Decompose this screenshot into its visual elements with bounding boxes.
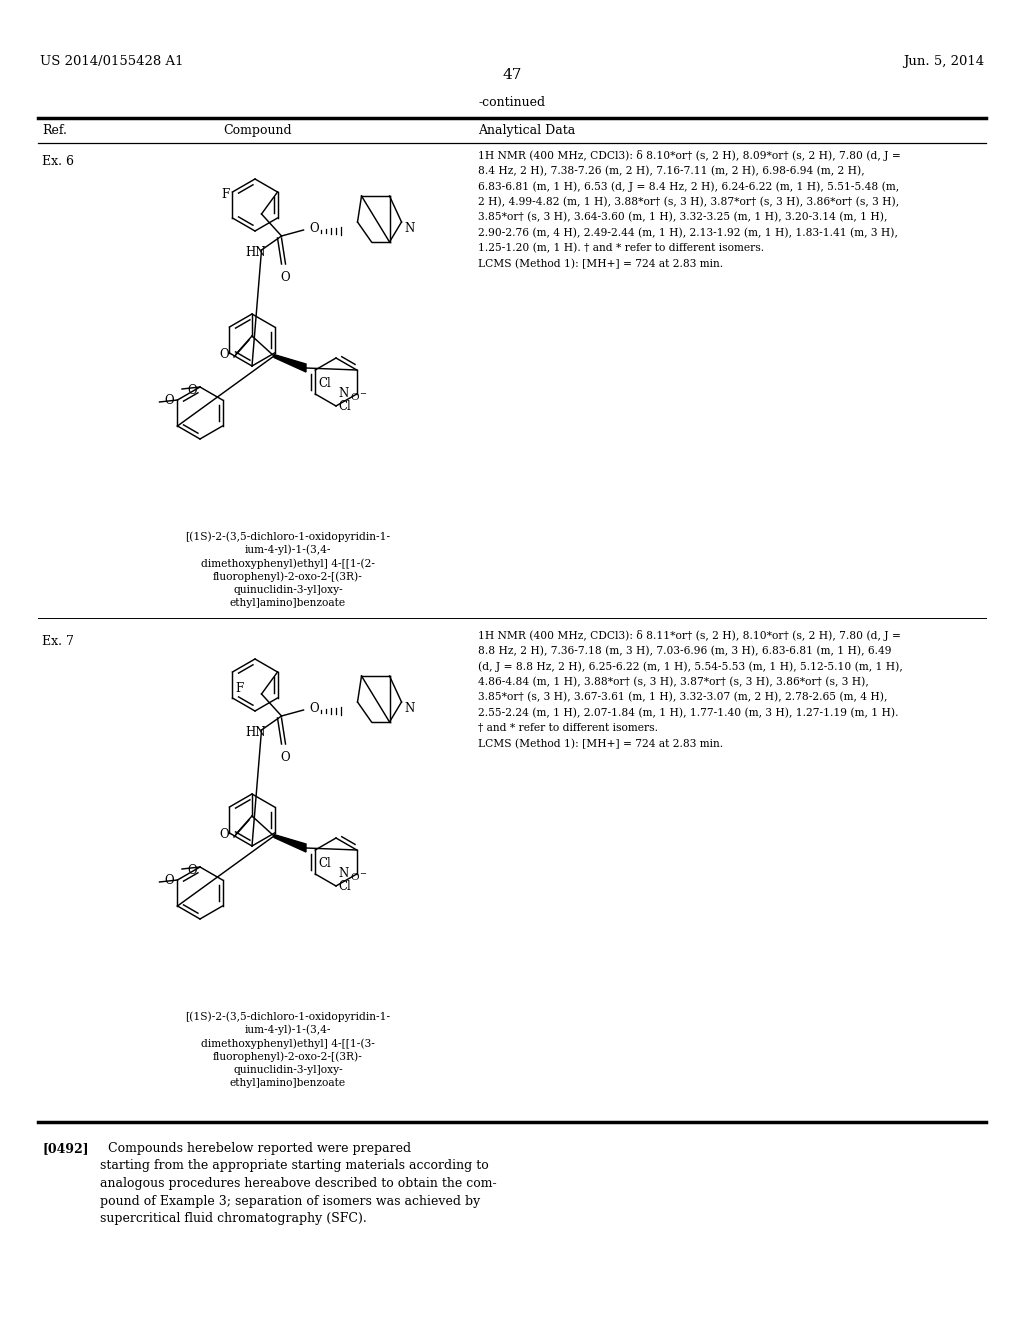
Text: 8.4 Hz, 2 H), 7.38-7.26 (m, 2 H), 7.16-7.11 (m, 2 H), 6.98-6.94 (m, 2 H),: 8.4 Hz, 2 H), 7.38-7.26 (m, 2 H), 7.16-7… <box>478 165 864 176</box>
Text: 3.85*or† (s, 3 H), 3.64-3.60 (m, 1 H), 3.32-3.25 (m, 1 H), 3.20-3.14 (m, 1 H),: 3.85*or† (s, 3 H), 3.64-3.60 (m, 1 H), 3… <box>478 213 888 222</box>
Text: (d, J = 8.8 Hz, 2 H), 6.25-6.22 (m, 1 H), 5.54-5.53 (m, 1 H), 5.12-5.10 (m, 1 H): (d, J = 8.8 Hz, 2 H), 6.25-6.22 (m, 1 H)… <box>478 661 903 672</box>
Text: O: O <box>219 829 229 842</box>
Text: Ex. 6: Ex. 6 <box>42 154 74 168</box>
Text: O: O <box>309 702 319 715</box>
Text: Compound: Compound <box>223 124 292 137</box>
Text: 1H NMR (400 MHz, CDCl3): δ 8.11*or† (s, 2 H), 8.10*or† (s, 2 H), 7.80 (d, J =: 1H NMR (400 MHz, CDCl3): δ 8.11*or† (s, … <box>478 630 901 642</box>
Text: 2 H), 4.99-4.82 (m, 1 H), 3.88*or† (s, 3 H), 3.87*or† (s, 3 H), 3.86*or† (s, 3 H: 2 H), 4.99-4.82 (m, 1 H), 3.88*or† (s, 3… <box>478 197 899 207</box>
Text: Cl: Cl <box>338 880 351 894</box>
Text: −: − <box>359 389 366 399</box>
Text: [(1S)-2-(3,5-dichloro-1-oxidopyridin-1-
ium-4-yl)-1-(3,4-
dimethoxyphenyl)ethyl]: [(1S)-2-(3,5-dichloro-1-oxidopyridin-1- … <box>185 1011 390 1088</box>
Text: Analytical Data: Analytical Data <box>478 124 575 137</box>
Text: US 2014/0155428 A1: US 2014/0155428 A1 <box>40 55 183 69</box>
Text: 2.55-2.24 (m, 1 H), 2.07-1.84 (m, 1 H), 1.77-1.40 (m, 3 H), 1.27-1.19 (m, 1 H).: 2.55-2.24 (m, 1 H), 2.07-1.84 (m, 1 H), … <box>478 708 898 718</box>
Text: O: O <box>350 393 358 403</box>
Text: O: O <box>281 751 291 764</box>
Text: 4.86-4.84 (m, 1 H), 3.88*or† (s, 3 H), 3.87*or† (s, 3 H), 3.86*or† (s, 3 H),: 4.86-4.84 (m, 1 H), 3.88*or† (s, 3 H), 3… <box>478 676 868 686</box>
Text: 1H NMR (400 MHz, CDCl3): δ 8.10*or† (s, 2 H), 8.09*or† (s, 2 H), 7.80 (d, J =: 1H NMR (400 MHz, CDCl3): δ 8.10*or† (s, … <box>478 150 901 161</box>
Polygon shape <box>274 834 306 851</box>
Text: O: O <box>281 271 291 284</box>
Text: 3.85*or† (s, 3 H), 3.67-3.61 (m, 1 H), 3.32-3.07 (m, 2 H), 2.78-2.65 (m, 4 H),: 3.85*or† (s, 3 H), 3.67-3.61 (m, 1 H), 3… <box>478 692 888 702</box>
Text: Compounds herebelow reported were prepared
starting from the appropriate startin: Compounds herebelow reported were prepar… <box>100 1142 497 1225</box>
Text: Cl: Cl <box>338 400 351 413</box>
Text: O: O <box>219 348 229 362</box>
Text: Ref.: Ref. <box>42 124 67 137</box>
Text: F: F <box>236 682 244 696</box>
Text: Cl: Cl <box>318 378 331 389</box>
Text: 8.8 Hz, 2 H), 7.36-7.18 (m, 3 H), 7.03-6.96 (m, 3 H), 6.83-6.81 (m, 1 H), 6.49: 8.8 Hz, 2 H), 7.36-7.18 (m, 3 H), 7.03-6… <box>478 645 892 656</box>
Text: Ex. 7: Ex. 7 <box>42 635 74 648</box>
Text: [(1S)-2-(3,5-dichloro-1-oxidopyridin-1-
ium-4-yl)-1-(3,4-
dimethoxyphenyl)ethyl]: [(1S)-2-(3,5-dichloro-1-oxidopyridin-1- … <box>185 531 390 609</box>
Text: N: N <box>338 387 348 400</box>
Text: O: O <box>165 395 174 408</box>
Text: † and * refer to different isomers.: † and * refer to different isomers. <box>478 723 658 733</box>
Polygon shape <box>274 355 306 372</box>
Text: LCMS (Method 1): [MH+] = 724 at 2.83 min.: LCMS (Method 1): [MH+] = 724 at 2.83 min… <box>478 259 723 269</box>
Text: Cl: Cl <box>318 857 331 870</box>
Text: 47: 47 <box>503 69 521 82</box>
Text: O: O <box>309 223 319 235</box>
Text: N: N <box>404 222 415 235</box>
Text: -continued: -continued <box>478 96 546 110</box>
Text: HN: HN <box>246 726 266 739</box>
Text: 1.25-1.20 (m, 1 H). † and * refer to different isomers.: 1.25-1.20 (m, 1 H). † and * refer to dif… <box>478 243 764 253</box>
Text: [0492]: [0492] <box>42 1142 89 1155</box>
Text: HN: HN <box>246 247 266 260</box>
Text: 6.83-6.81 (m, 1 H), 6.53 (d, J = 8.4 Hz, 2 H), 6.24-6.22 (m, 1 H), 5.51-5.48 (m,: 6.83-6.81 (m, 1 H), 6.53 (d, J = 8.4 Hz,… <box>478 181 899 191</box>
Text: LCMS (Method 1): [MH+] = 724 at 2.83 min.: LCMS (Method 1): [MH+] = 724 at 2.83 min… <box>478 738 723 748</box>
Text: 2.90-2.76 (m, 4 H), 2.49-2.44 (m, 1 H), 2.13-1.92 (m, 1 H), 1.83-1.41 (m, 3 H),: 2.90-2.76 (m, 4 H), 2.49-2.44 (m, 1 H), … <box>478 227 898 238</box>
Text: F: F <box>221 187 229 201</box>
Text: O: O <box>187 863 197 876</box>
Text: Jun. 5, 2014: Jun. 5, 2014 <box>903 55 984 69</box>
Text: O: O <box>187 384 197 396</box>
Text: N: N <box>338 867 348 880</box>
Text: −: − <box>359 870 366 878</box>
Text: O: O <box>165 874 174 887</box>
Text: N: N <box>404 701 415 714</box>
Text: O: O <box>350 873 358 882</box>
